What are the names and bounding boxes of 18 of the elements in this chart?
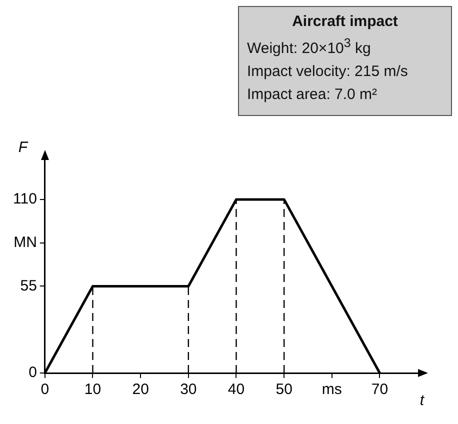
x-tick-label: 30 — [180, 381, 197, 398]
x-tick-label: 70 — [371, 381, 388, 398]
x-tick-label: 20 — [132, 381, 149, 398]
x-tick-label: 40 — [228, 381, 245, 398]
y-tick-label: 55 — [20, 277, 37, 294]
x-tick-label: 10 — [84, 381, 102, 398]
y-axis-title: F — [18, 139, 28, 156]
x-axis-title: t — [420, 392, 425, 409]
y-tick-label: 110 — [12, 190, 37, 208]
text: Impact velocity: 215 m/s — [247, 63, 409, 80]
x-tick-label: 0 — [40, 381, 50, 398]
x-tick-label: ms — [322, 381, 342, 398]
y-tick-label: MN — [14, 234, 37, 251]
text: Impact area: 7.0 m² — [247, 86, 378, 103]
x-tick-label: 50 — [276, 381, 292, 398]
chart-title: Aircraft impact — [291, 13, 399, 30]
text: Weight: 20×10$^{3}$ kg — [247, 36, 372, 57]
y-tick-label: 0 — [28, 364, 37, 382]
